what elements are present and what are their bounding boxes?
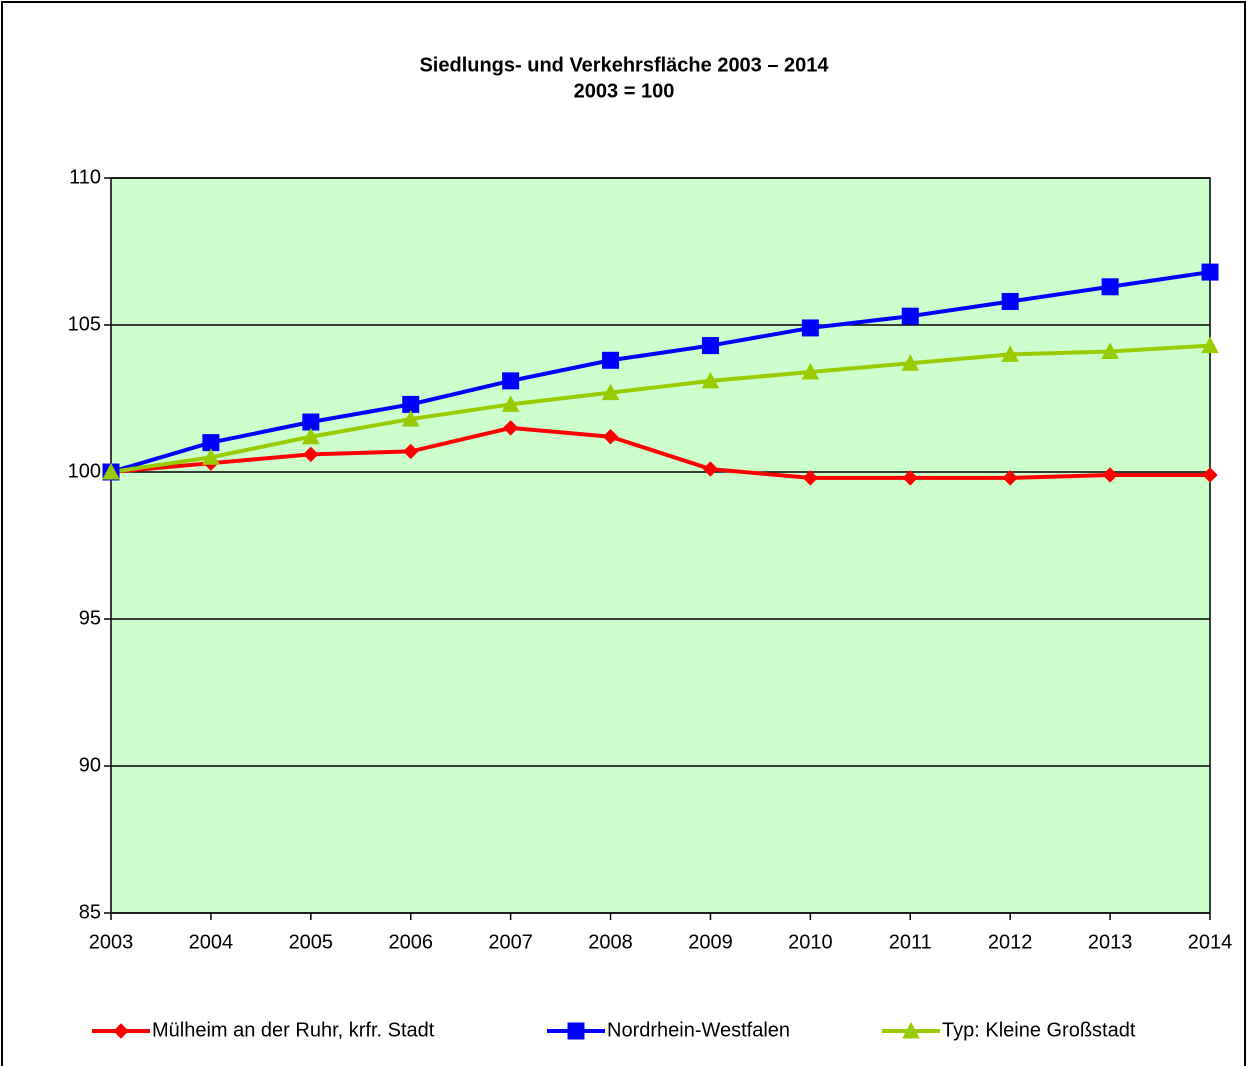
legend-marker: [113, 1023, 129, 1039]
data-point: [501, 395, 520, 412]
data-point: [701, 337, 719, 355]
legend-marker: [902, 1021, 920, 1039]
data-point: [1002, 470, 1018, 486]
chart-title: Siedlungs- und Verkehrsfläche 2003 – 201…: [419, 54, 829, 76]
x-tick-label: 2008: [588, 931, 633, 953]
data-point: [1001, 345, 1020, 362]
data-point: [403, 443, 419, 460]
x-tick-label: 2006: [388, 931, 433, 953]
data-point: [1201, 263, 1219, 281]
data-point: [901, 354, 920, 371]
data-point: [902, 470, 918, 486]
data-point: [102, 462, 120, 480]
data-point: [801, 319, 819, 337]
legend-marker: [567, 1022, 585, 1040]
data-point: [701, 371, 720, 389]
data-point: [602, 351, 620, 369]
x-tick-label: 2009: [688, 931, 733, 953]
x-tick-label: 2005: [289, 931, 334, 953]
data-point: [202, 448, 220, 465]
y-tick-label: 105: [68, 313, 101, 335]
x-tick-label: 2004: [189, 931, 234, 953]
data-point: [1201, 336, 1219, 354]
data-point: [1202, 467, 1218, 483]
x-tick-label: 2003: [89, 931, 134, 953]
data-point: [303, 446, 319, 463]
series-line: [110, 270, 1211, 474]
x-tick-label: 2011: [889, 931, 932, 953]
x-tick-label: 2012: [988, 931, 1033, 953]
data-point: [601, 383, 620, 401]
data-point: [502, 420, 519, 436]
x-tick-label: 2013: [1088, 931, 1133, 953]
data-point: [502, 372, 520, 390]
data-point: [702, 461, 719, 477]
data-point: [801, 362, 820, 380]
series-line: [110, 343, 1211, 474]
data-point: [202, 434, 220, 452]
plot-area: [110, 177, 1211, 914]
data-point: [602, 429, 619, 445]
y-tick-label: 95: [79, 607, 101, 629]
legend-label: Mülheim an der Ruhr, krfr. Stadt: [152, 1019, 435, 1041]
data-point: [802, 470, 819, 486]
data-point: [901, 307, 919, 325]
data-point: [1101, 342, 1119, 359]
data-point: [1001, 292, 1019, 310]
y-tick-label: 90: [79, 754, 101, 776]
chart-subtitle: 2003 = 100: [574, 80, 675, 102]
data-point: [301, 427, 320, 445]
data-point: [1101, 278, 1119, 296]
y-tick-label: 110: [69, 166, 101, 188]
y-tick-label: 85: [79, 901, 101, 923]
series-line: [110, 425, 1210, 480]
data-point: [1102, 467, 1118, 483]
data-point: [302, 413, 320, 431]
data-point: [402, 395, 420, 413]
x-tick-label: 2014: [1188, 931, 1233, 953]
x-tick-label: 2007: [488, 931, 533, 953]
y-tick-label: 100: [68, 460, 101, 482]
x-tick-label: 2010: [788, 931, 833, 953]
data-point: [401, 410, 420, 427]
legend-label: Nordrhein-Westfalen: [607, 1019, 790, 1041]
legend-label: Typ: Kleine Großstadt: [942, 1019, 1136, 1041]
